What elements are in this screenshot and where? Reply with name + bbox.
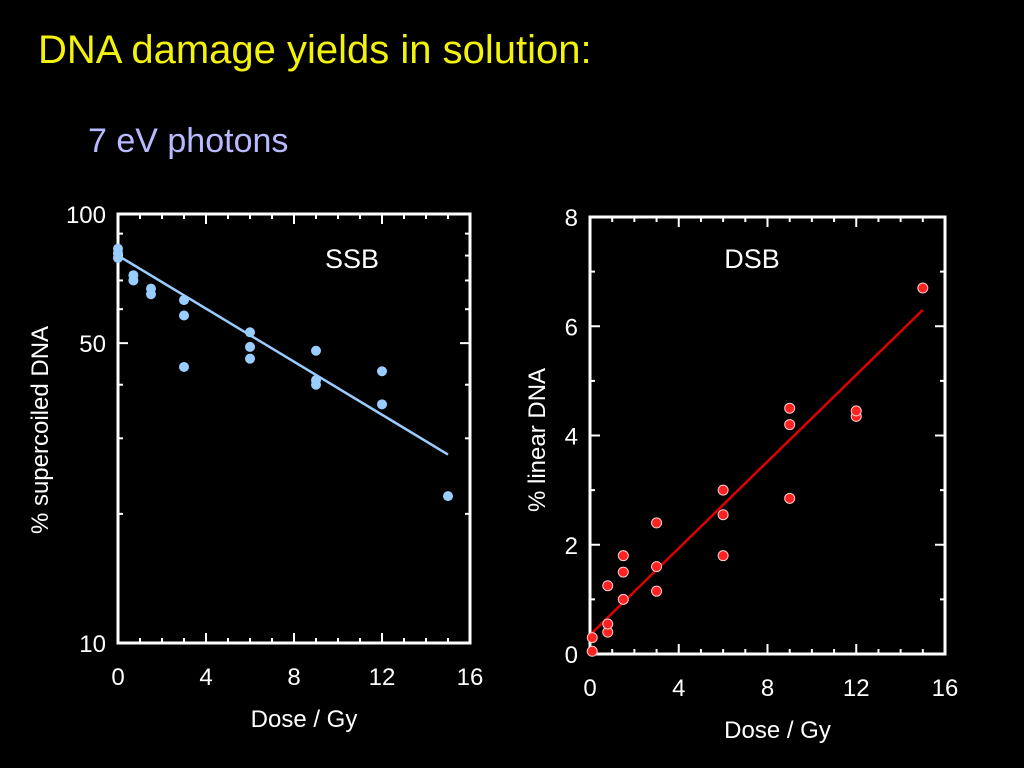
data-point bbox=[586, 645, 598, 657]
y-axis-label: % supercoiled DNA bbox=[27, 326, 54, 534]
x-tick-label: 8 bbox=[287, 664, 300, 691]
panel-label: DSB bbox=[724, 244, 780, 274]
data-point bbox=[617, 566, 629, 578]
y-tick-label: 0 bbox=[565, 642, 578, 669]
data-point bbox=[602, 580, 614, 592]
data-point bbox=[179, 295, 189, 306]
x-tick-label: 8 bbox=[761, 675, 774, 702]
data-point bbox=[784, 492, 796, 504]
data-point bbox=[113, 252, 123, 263]
data-point bbox=[179, 361, 189, 372]
y-tick-label: 2 bbox=[565, 533, 578, 560]
data-point bbox=[602, 618, 614, 630]
data-point bbox=[717, 509, 729, 521]
data-point bbox=[377, 366, 387, 377]
y-tick-label: 8 bbox=[565, 205, 578, 232]
data-point bbox=[245, 341, 255, 352]
x-tick-label: 12 bbox=[369, 664, 396, 691]
x-tick-label: 16 bbox=[457, 664, 484, 691]
data-point bbox=[179, 310, 189, 321]
data-point bbox=[617, 550, 629, 562]
data-point bbox=[651, 585, 663, 597]
data-point bbox=[617, 593, 629, 605]
data-point bbox=[784, 419, 796, 431]
x-tick-label: 16 bbox=[932, 675, 959, 702]
data-point bbox=[146, 289, 156, 300]
fit-line bbox=[117, 254, 449, 456]
data-point bbox=[128, 275, 139, 286]
y-tick-label: 4 bbox=[565, 424, 578, 451]
x-tick-label: 4 bbox=[199, 664, 212, 691]
plot-frame bbox=[588, 215, 947, 656]
x-tick-label: 0 bbox=[111, 664, 124, 691]
data-point bbox=[651, 561, 663, 573]
data-point bbox=[850, 405, 862, 417]
slide-title: DNA damage yields in solution: bbox=[38, 28, 592, 72]
x-axis-label: Dose / Gy bbox=[251, 706, 358, 733]
data-point bbox=[377, 399, 387, 410]
data-point bbox=[651, 517, 663, 529]
y-axis-label: % linear DNA bbox=[524, 368, 551, 512]
data-point bbox=[245, 327, 255, 338]
data-point bbox=[586, 632, 598, 644]
data-point bbox=[245, 353, 255, 364]
data-point bbox=[717, 550, 729, 562]
x-tick-label: 0 bbox=[583, 675, 596, 702]
slide-subtitle: 7 eV photons bbox=[88, 122, 289, 160]
y-tick-label: 10 bbox=[79, 631, 106, 658]
x-axis-label: Dose / Gy bbox=[724, 717, 831, 744]
data-point bbox=[311, 345, 321, 356]
data-point bbox=[784, 402, 796, 414]
x-tick-label: 12 bbox=[843, 675, 870, 702]
data-point bbox=[917, 282, 929, 294]
data-point bbox=[311, 379, 321, 390]
panel-label: SSB bbox=[325, 244, 379, 274]
y-tick-label: 6 bbox=[565, 314, 578, 341]
y-tick-label: 100 bbox=[66, 202, 106, 229]
x-tick-label: 4 bbox=[672, 675, 685, 702]
y-tick-label: 50 bbox=[79, 331, 106, 358]
data-point bbox=[717, 484, 729, 496]
data-point bbox=[443, 491, 453, 502]
fit-line bbox=[589, 308, 924, 636]
